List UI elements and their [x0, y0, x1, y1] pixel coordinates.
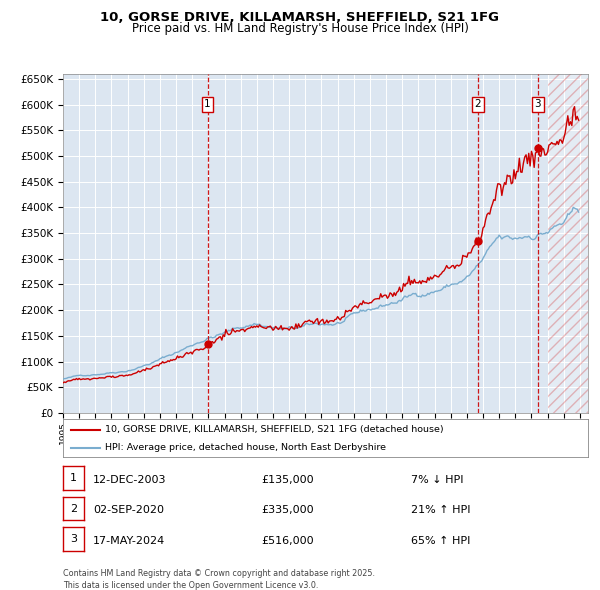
- 10, GORSE DRIVE, KILLAMARSH, SHEFFIELD, S21 1FG (detached house): [572, 116, 580, 123]
- HPI: Average price, detached house, North East Derbyshire: (2e+03, 7.43e+04): Average price, detached house, North Eas…: [93, 371, 100, 378]
- 10, GORSE DRIVE, KILLAMARSH, SHEFFIELD, S21 1FG (detached house): [59, 379, 67, 386]
- HPI: Average price, detached house, North East Derbyshire: (2.03e+03, 3.91e+05): Average price, detached house, North Eas…: [575, 208, 582, 215]
- 10, GORSE DRIVE, KILLAMARSH, SHEFFIELD, S21 1FG (detached house): [93, 375, 100, 382]
- 10, GORSE DRIVE, KILLAMARSH, SHEFFIELD, S21 1FG (detached house): [77, 376, 84, 383]
- Text: £135,000: £135,000: [261, 475, 314, 485]
- HPI: Average price, detached house, North East Derbyshire: (2e+03, 6.61e+04): Average price, detached house, North Eas…: [59, 375, 67, 382]
- Text: 1: 1: [204, 99, 211, 109]
- Text: £516,000: £516,000: [261, 536, 314, 546]
- 10, GORSE DRIVE, KILLAMARSH, SHEFFIELD, S21 1FG (detached house): [503, 172, 511, 179]
- 10, GORSE DRIVE, KILLAMARSH, SHEFFIELD, S21 1FG (detached house): [427, 273, 434, 280]
- HPI: Average price, detached house, North East Derbyshire: (2.03e+03, 4e+05): Average price, detached house, North Eas…: [569, 204, 577, 211]
- Text: 2: 2: [70, 504, 77, 513]
- 10, GORSE DRIVE, KILLAMARSH, SHEFFIELD, S21 1FG (detached house): [571, 103, 578, 110]
- Line: 10, GORSE DRIVE, KILLAMARSH, SHEFFIELD, S21 1FG (detached house): 10, GORSE DRIVE, KILLAMARSH, SHEFFIELD, …: [63, 107, 578, 383]
- Text: 12-DEC-2003: 12-DEC-2003: [93, 475, 167, 485]
- HPI: Average price, detached house, North East Derbyshire: (2.02e+03, 3.45e+05): Average price, detached house, North Eas…: [503, 232, 511, 240]
- Text: 10, GORSE DRIVE, KILLAMARSH, SHEFFIELD, S21 1FG: 10, GORSE DRIVE, KILLAMARSH, SHEFFIELD, …: [101, 11, 499, 24]
- HPI: Average price, detached house, North East Derbyshire: (2.02e+03, 2.34e+05): Average price, detached house, North Eas…: [427, 289, 434, 296]
- Text: 1: 1: [70, 473, 77, 483]
- 10, GORSE DRIVE, KILLAMARSH, SHEFFIELD, S21 1FG (detached house): [325, 319, 332, 326]
- Bar: [548, 74, 588, 413]
- Text: 2: 2: [475, 99, 481, 109]
- Bar: [548, 74, 588, 413]
- Text: 21% ↑ HPI: 21% ↑ HPI: [411, 506, 470, 516]
- Text: 3: 3: [70, 535, 77, 544]
- 10, GORSE DRIVE, KILLAMARSH, SHEFFIELD, S21 1FG (detached house): [575, 117, 582, 124]
- Text: 02-SEP-2020: 02-SEP-2020: [93, 506, 164, 516]
- Text: 65% ↑ HPI: 65% ↑ HPI: [411, 536, 470, 546]
- Text: HPI: Average price, detached house, North East Derbyshire: HPI: Average price, detached house, Nort…: [105, 443, 386, 452]
- Text: 7% ↓ HPI: 7% ↓ HPI: [411, 475, 463, 485]
- Text: Price paid vs. HM Land Registry's House Price Index (HPI): Price paid vs. HM Land Registry's House …: [131, 22, 469, 35]
- Text: 3: 3: [534, 99, 541, 109]
- Line: HPI: Average price, detached house, North East Derbyshire: HPI: Average price, detached house, Nort…: [63, 207, 578, 379]
- Text: £335,000: £335,000: [261, 506, 314, 516]
- HPI: Average price, detached house, North East Derbyshire: (2e+03, 7.37e+04): Average price, detached house, North Eas…: [77, 372, 84, 379]
- HPI: Average price, detached house, North East Derbyshire: (2.03e+03, 3.97e+05): Average price, detached house, North Eas…: [572, 205, 580, 212]
- Text: 10, GORSE DRIVE, KILLAMARSH, SHEFFIELD, S21 1FG (detached house): 10, GORSE DRIVE, KILLAMARSH, SHEFFIELD, …: [105, 425, 443, 434]
- Text: 17-MAY-2024: 17-MAY-2024: [93, 536, 165, 546]
- Text: Contains HM Land Registry data © Crown copyright and database right 2025.
This d: Contains HM Land Registry data © Crown c…: [63, 569, 375, 590]
- HPI: Average price, detached house, North East Derbyshire: (2.01e+03, 1.72e+05): Average price, detached house, North Eas…: [325, 322, 332, 329]
